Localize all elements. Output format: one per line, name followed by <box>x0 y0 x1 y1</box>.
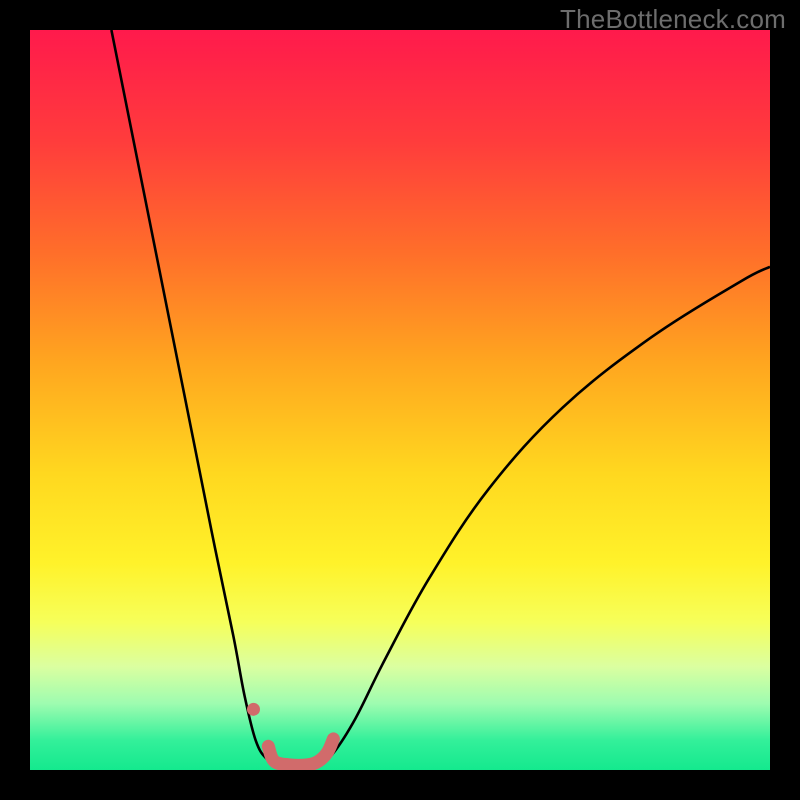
watermark-text: TheBottleneck.com <box>560 4 786 35</box>
bottleneck-curve-chart <box>0 0 800 800</box>
trough-dot-icon <box>247 703 260 716</box>
chart-container: TheBottleneck.com <box>0 0 800 800</box>
gradient-background <box>30 30 770 770</box>
